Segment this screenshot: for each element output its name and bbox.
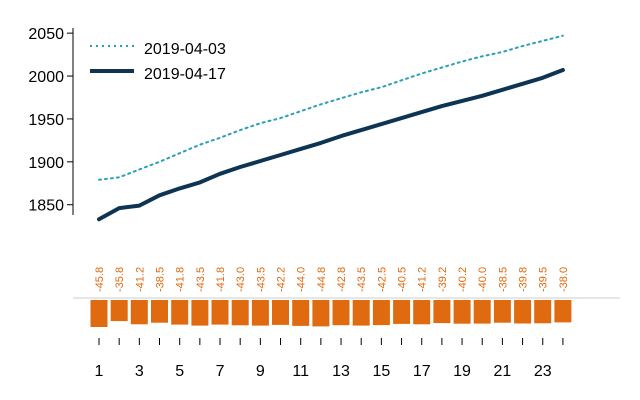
bar bbox=[251, 300, 269, 326]
bar-data-label: -42.8 bbox=[336, 267, 348, 292]
bar-data-label: -41.8 bbox=[175, 267, 187, 292]
bar bbox=[272, 300, 289, 325]
x-tick-label: 15 bbox=[372, 363, 390, 380]
bar-data-label: -42.2 bbox=[276, 267, 288, 292]
legend: 2019-04-03 2019-04-17 bbox=[90, 41, 226, 83]
x-axis-ticks: 1 3 5 7 9 11 13 15 17 19 21 23 bbox=[95, 338, 564, 380]
y-tick-label: 1900 bbox=[28, 155, 64, 172]
bar-data-label: -39.5 bbox=[538, 267, 550, 292]
bar bbox=[332, 300, 350, 326]
bars-group bbox=[90, 300, 572, 327]
legend-label-series-2: 2019-04-17 bbox=[144, 66, 226, 83]
bar-data-label: -43.5 bbox=[195, 267, 207, 292]
bar bbox=[534, 300, 552, 324]
bar bbox=[151, 300, 168, 323]
bar-data-label: -38.5 bbox=[155, 267, 167, 292]
bar bbox=[473, 300, 491, 324]
bar-data-label: -42.5 bbox=[376, 267, 388, 292]
y-tick-label: 1950 bbox=[28, 112, 64, 129]
bar bbox=[292, 300, 310, 326]
bar bbox=[312, 300, 330, 327]
bar-chart-panel: -45.8 -35.8 -41.2 -38.5 -41.8 -43.5 -41.8 -43.0… bbox=[73, 267, 620, 380]
bar-data-label: -44.0 bbox=[296, 267, 308, 292]
bar bbox=[211, 300, 229, 325]
bar bbox=[372, 300, 390, 326]
bar-data-labels: -45.8 -35.8 -41.2 -38.5 -41.8 -43.5 -41.8 -43.0… bbox=[94, 267, 570, 292]
x-tick-label: 7 bbox=[216, 363, 225, 380]
legend-label-series-1: 2019-04-03 bbox=[144, 41, 226, 58]
bar bbox=[110, 300, 128, 322]
bar bbox=[352, 300, 370, 326]
x-tick-label: 9 bbox=[256, 363, 265, 380]
bar-data-label: -41.2 bbox=[417, 267, 429, 292]
bar bbox=[191, 300, 209, 326]
bar-data-label: -40.5 bbox=[397, 267, 409, 292]
bar-data-label: -38.5 bbox=[497, 267, 509, 292]
y-tick-label: 1850 bbox=[28, 198, 64, 215]
bar bbox=[514, 300, 532, 324]
bar bbox=[493, 300, 511, 323]
line-chart-panel: 1850 1900 1950 2000 2050 2019-04-03 2019-04-… bbox=[28, 26, 565, 222]
bar-data-label: -43.5 bbox=[255, 267, 267, 292]
bar bbox=[90, 300, 108, 327]
line-series-group bbox=[97, 34, 565, 222]
x-tick-label: 21 bbox=[494, 363, 512, 380]
x-tick-label: 5 bbox=[175, 363, 184, 380]
bar-data-label: -41.8 bbox=[215, 267, 227, 292]
y-tick-label: 2050 bbox=[28, 26, 64, 43]
bar bbox=[453, 300, 471, 324]
bar-data-label: -39.8 bbox=[518, 267, 530, 292]
x-tick-label: 3 bbox=[135, 363, 144, 380]
bar bbox=[231, 300, 249, 326]
bar bbox=[171, 300, 189, 325]
y-tick-label: 2000 bbox=[28, 69, 64, 86]
x-tick-label: 19 bbox=[453, 363, 471, 380]
bar bbox=[433, 300, 451, 324]
bar-data-label: -39.2 bbox=[437, 267, 449, 292]
x-tick-label: 1 bbox=[95, 363, 104, 380]
bar-data-label: -38.0 bbox=[558, 267, 570, 292]
bar-data-label: -35.8 bbox=[114, 267, 126, 292]
bar bbox=[130, 300, 148, 325]
bar-data-label: -45.8 bbox=[94, 267, 106, 292]
bar-data-label: -43.0 bbox=[235, 267, 247, 292]
bar bbox=[393, 300, 411, 324]
bar-data-label: -43.5 bbox=[356, 267, 368, 292]
series-line-1 bbox=[98, 34, 564, 181]
bar bbox=[554, 300, 572, 323]
bar-data-label: -44.8 bbox=[316, 267, 328, 292]
x-tick-label: 13 bbox=[332, 363, 350, 380]
bar-data-label: -40.0 bbox=[477, 267, 489, 292]
bar-data-label: -41.2 bbox=[134, 267, 146, 292]
x-tick-label: 17 bbox=[413, 363, 431, 380]
x-tick-label: 11 bbox=[292, 363, 309, 380]
bar bbox=[413, 300, 431, 325]
y-axis-ticks: 1850 1900 1950 2000 2050 bbox=[28, 26, 73, 215]
bar-data-label: -40.2 bbox=[457, 267, 469, 292]
series-line-2 bbox=[97, 68, 565, 222]
x-tick-label: 23 bbox=[534, 363, 552, 380]
